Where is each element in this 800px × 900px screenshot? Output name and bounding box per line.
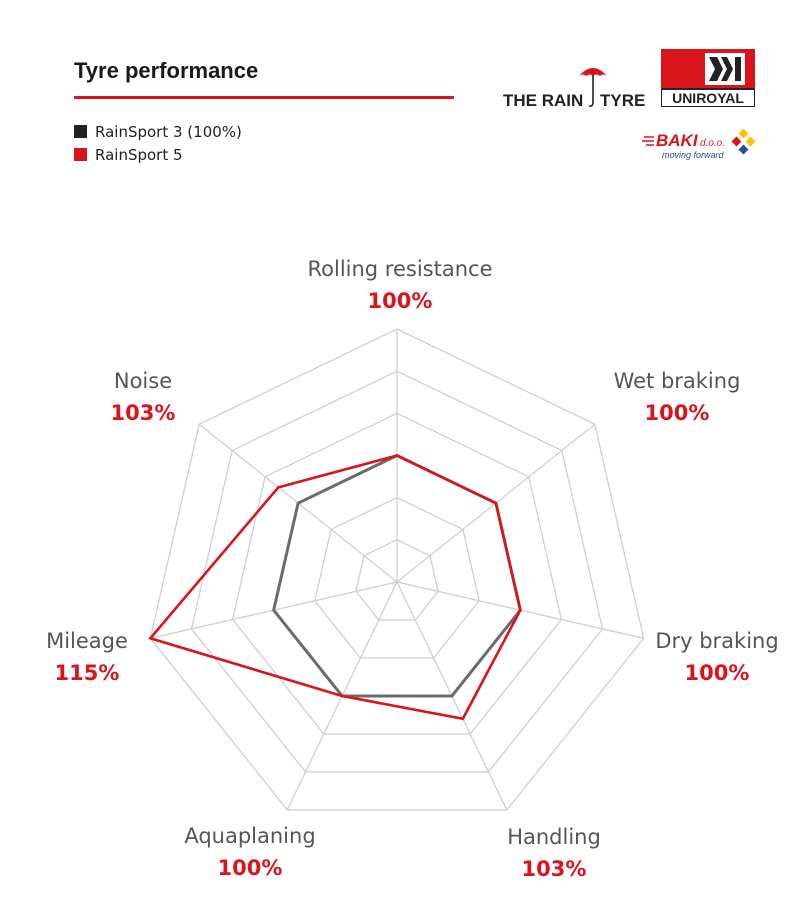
- baki-logo: BAKI d.o.o. moving forward: [642, 128, 756, 160]
- axis-value-aquaplaning: 100%: [218, 856, 283, 880]
- axis-label-dry-braking: Dry braking: [655, 629, 778, 653]
- axis-label-aquaplaning: Aquaplaning: [184, 824, 315, 848]
- grid-ring-5: [190, 370, 604, 773]
- uniroyal-text: UNIROYAL: [672, 90, 744, 106]
- axis-value-handling: 103%: [522, 857, 587, 881]
- axis-label-wet-braking: Wet braking: [614, 369, 741, 393]
- axis-label-mileage: Mileage: [46, 629, 128, 653]
- grid-ring-4: [231, 412, 563, 735]
- legend-label-rainsport-3: RainSport 3 (100%): [95, 122, 242, 141]
- baki-tagline: moving forward: [662, 150, 725, 160]
- radar-series: [148, 453, 522, 721]
- axis-value-wet-braking: 100%: [645, 401, 710, 425]
- baki-suffix: d.o.o.: [700, 138, 725, 149]
- legend-item-rainsport-3: RainSport 3 (100%): [74, 120, 242, 143]
- legend: RainSport 3 (100%) RainSport 5: [74, 120, 242, 166]
- rain-tyre-text-left: THE RAIN: [503, 91, 583, 110]
- legend-label-rainsport-5: RainSport 5: [95, 145, 183, 164]
- grid-ring-6: [149, 328, 645, 811]
- uniroyal-logo: UNIROYAL: [661, 49, 755, 107]
- axis-value-dry-braking: 100%: [685, 661, 750, 685]
- title-underline: [74, 96, 454, 99]
- chart-title: Tyre performance: [74, 58, 259, 83]
- legend-swatch-rainsport-3: [74, 125, 87, 138]
- rain-tyre-text-right: TYRE: [600, 91, 645, 110]
- radar-axis-labels: Rolling resistance 100% Wet braking 100% Dry…: [46, 257, 779, 881]
- baki-name: BAKI: [656, 131, 699, 150]
- series-rainsport-5: [148, 454, 522, 721]
- rain-tyre-logo: THE RAIN TYRE: [503, 68, 645, 110]
- legend-item-rainsport-5: RainSport 5: [74, 143, 242, 166]
- axis-label-noise: Noise: [114, 369, 172, 393]
- axis-value-mileage: 115%: [55, 661, 120, 685]
- axis-value-noise: 103%: [111, 401, 176, 425]
- axis-label-handling: Handling: [507, 825, 601, 849]
- grid-ring-2: [314, 496, 480, 659]
- legend-swatch-rainsport-5: [74, 148, 87, 161]
- radar-spokes: [150, 329, 644, 811]
- axis-value-rolling-resistance: 100%: [368, 289, 433, 313]
- grid-ring-1: [355, 539, 439, 621]
- axis-label-rolling-resistance: Rolling resistance: [307, 257, 492, 281]
